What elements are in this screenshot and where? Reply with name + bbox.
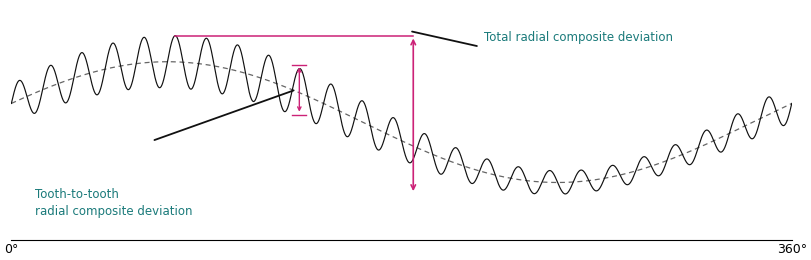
Text: Total radial composite deviation: Total radial composite deviation — [483, 31, 672, 44]
Text: Tooth-to-tooth
radial composite deviation: Tooth-to-tooth radial composite deviatio… — [35, 188, 192, 218]
